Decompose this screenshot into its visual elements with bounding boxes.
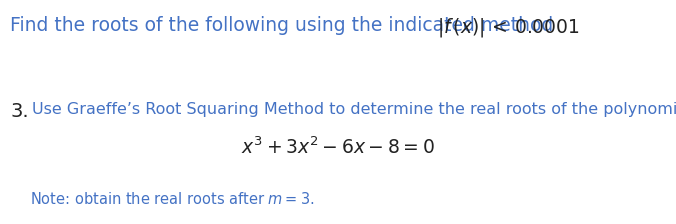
Text: 3.: 3. [10, 102, 28, 121]
Text: Note: obtain the real roots after $m = 3$.: Note: obtain the real roots after $m = 3… [30, 191, 314, 207]
Text: Use Graeffe’s Root Squaring Method to determine the real roots of the polynomial: Use Graeffe’s Root Squaring Method to de… [32, 102, 676, 117]
Text: $|f\,(x)|\,<\,0.0001$: $|f\,(x)|\,<\,0.0001$ [437, 16, 580, 39]
Text: Find the roots of the following using the indicated method: Find the roots of the following using th… [10, 16, 553, 35]
Text: $x^3 + 3x^2 - 6x - 8 = 0$: $x^3 + 3x^2 - 6x - 8 = 0$ [241, 136, 435, 157]
